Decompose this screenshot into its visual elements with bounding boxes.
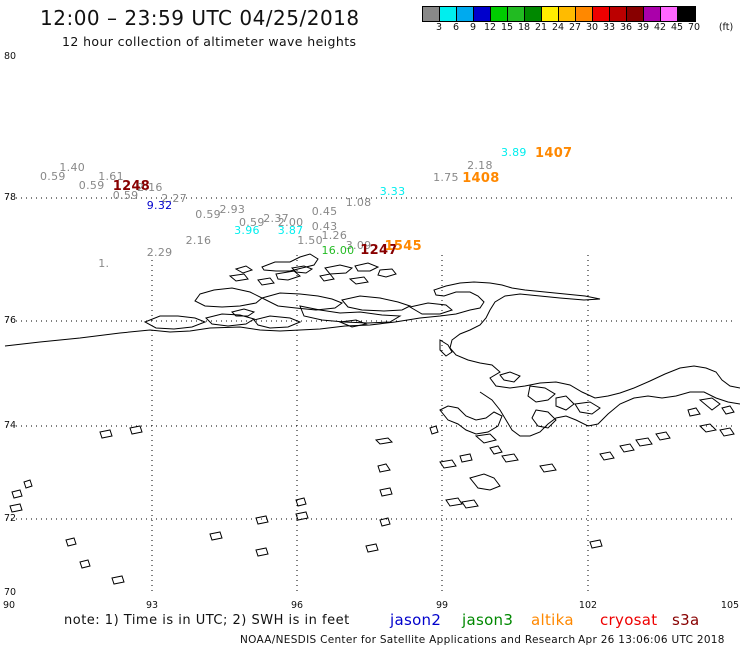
- colorbar-tick-15: 15: [500, 22, 514, 33]
- colorbar-swatch-24: [542, 7, 559, 21]
- colorbar-swatch-27: [559, 7, 576, 21]
- lat-label-76: 76: [4, 315, 17, 326]
- colorbar-tick-36: 36: [619, 22, 633, 33]
- observation-value: 1.08: [345, 195, 372, 209]
- colorbar-swatch-36: [610, 7, 627, 21]
- lon-label-105: 105: [720, 600, 740, 611]
- colorbar-tick-9: 9: [469, 22, 477, 33]
- colorbar-swatch-30: [576, 7, 593, 21]
- observation-value: 0.45: [311, 205, 338, 219]
- satellite-s3a: s3a: [672, 611, 700, 629]
- satellite-cryosat: cryosat: [600, 611, 658, 629]
- colorbar-unit: (ft): [718, 22, 734, 33]
- observation-value: 1.26: [321, 229, 348, 243]
- lat-label-78: 78: [4, 192, 17, 203]
- lat-label-74: 74: [4, 420, 17, 431]
- observation-value: 0.59: [238, 216, 265, 230]
- observation-value: 2.37: [263, 211, 289, 225]
- map-title: 12:00 – 23:59 UTC 04/25/2018: [40, 6, 360, 30]
- colorbar-swatch-15: [491, 7, 508, 21]
- colorbar-tick-6: 6: [452, 22, 460, 33]
- observation-value: 1407: [535, 146, 573, 162]
- observation-value: 1.75: [433, 170, 459, 184]
- observation-value: 1247: [360, 242, 398, 258]
- observation-value: 3.96: [234, 223, 260, 237]
- footer-timestamp: Apr 26 13:06:06 UTC 2018: [578, 634, 725, 646]
- colorbar-tick-33: 33: [602, 22, 616, 33]
- colorbar-swatch-18: [508, 7, 525, 21]
- lon-label-93: 93: [145, 600, 159, 611]
- colorbar-tick-30: 30: [585, 22, 599, 33]
- observation-value: 0.59: [39, 169, 66, 183]
- observation-value: 2.16: [137, 180, 163, 194]
- note-text: note: 1) Time is in UTC; 2) SWH is in fe…: [64, 613, 350, 628]
- observation-value: 3.33: [379, 185, 406, 199]
- lat-label-72: 72: [4, 513, 17, 524]
- colorbar-swatch-33: [593, 7, 610, 21]
- colorbar-swatch-45: [661, 7, 678, 21]
- observation-value: 0.43: [311, 219, 338, 233]
- observation-value: 3.87: [277, 223, 304, 237]
- colorbar-tick-70: 70: [687, 22, 701, 33]
- satellite-jason3: jason3: [462, 611, 514, 629]
- observation-value: 1.: [98, 257, 110, 271]
- observation-value: 2.18: [467, 159, 493, 173]
- colorbar-tick-21: 21: [534, 22, 548, 33]
- colorbar-swatch-42: [644, 7, 661, 21]
- observation-value: 1248: [112, 178, 151, 194]
- observation-value: 16.00: [321, 244, 355, 258]
- observation-value: 0.59: [195, 207, 221, 221]
- observation-value: 9.32: [146, 199, 173, 212]
- colorbar-labels: 3 6 9 12 15 18 21 24 27 30 33 36 39 42 45 70 (ft): [422, 22, 740, 36]
- observation-value: 1.61: [98, 169, 124, 183]
- colorbar-swatch-3: [423, 7, 440, 21]
- coastline: [4, 253, 740, 585]
- observation-value: 1.40: [59, 161, 86, 175]
- footer-credit: NOAA/NESDIS Center for Satellite Applica…: [240, 634, 576, 646]
- lat-label-70: 70: [4, 587, 17, 598]
- observation-value: 1.50: [297, 234, 323, 248]
- lat-label-80: 80: [4, 51, 17, 62]
- colorbar-tick-18: 18: [517, 22, 531, 33]
- colorbar-tick-24: 24: [551, 22, 565, 33]
- colorbar-tick-3: 3: [435, 22, 443, 33]
- observation-value: 2.29: [146, 245, 173, 259]
- colorbar-swatch-39: [627, 7, 644, 21]
- colorbar-tick-39: 39: [636, 22, 650, 33]
- colorbar-tick-42: 42: [653, 22, 667, 33]
- colorbar-swatch-6: [440, 7, 457, 21]
- colorbar-swatch-9: [457, 7, 474, 21]
- lon-label-96: 96: [290, 600, 304, 611]
- wave-height-colorbar: [422, 6, 696, 22]
- observation-value: 0.59: [78, 178, 105, 192]
- colorbar-tick-12: 12: [483, 22, 497, 33]
- observation-value: 3.89: [501, 146, 527, 160]
- colorbar-tick-27: 27: [568, 22, 582, 33]
- satellite-altika: altika: [531, 611, 574, 629]
- observation-value: 2.27: [161, 191, 187, 205]
- lon-label-102: 102: [578, 600, 598, 611]
- satellite-jason2: jason2: [390, 611, 442, 629]
- observation-value: 2.16: [185, 234, 212, 248]
- colorbar-swatch-70: [678, 7, 695, 21]
- observation-value: 2.93: [219, 202, 246, 216]
- observation-value: 1408: [462, 170, 500, 186]
- observation-value: 3.09: [345, 238, 372, 252]
- colorbar-swatch-21: [525, 7, 542, 21]
- colorbar-tick-45: 45: [670, 22, 684, 33]
- observation-value: 1545: [384, 238, 422, 254]
- lon-label-90: 90: [2, 600, 16, 611]
- map-subtitle: 12 hour collection of altimeter wave hei…: [62, 34, 357, 49]
- observation-value: 0.59: [112, 189, 139, 203]
- observation-value: 2.00: [277, 216, 304, 230]
- colorbar-swatch-12: [474, 7, 491, 21]
- lon-label-99: 99: [435, 600, 449, 611]
